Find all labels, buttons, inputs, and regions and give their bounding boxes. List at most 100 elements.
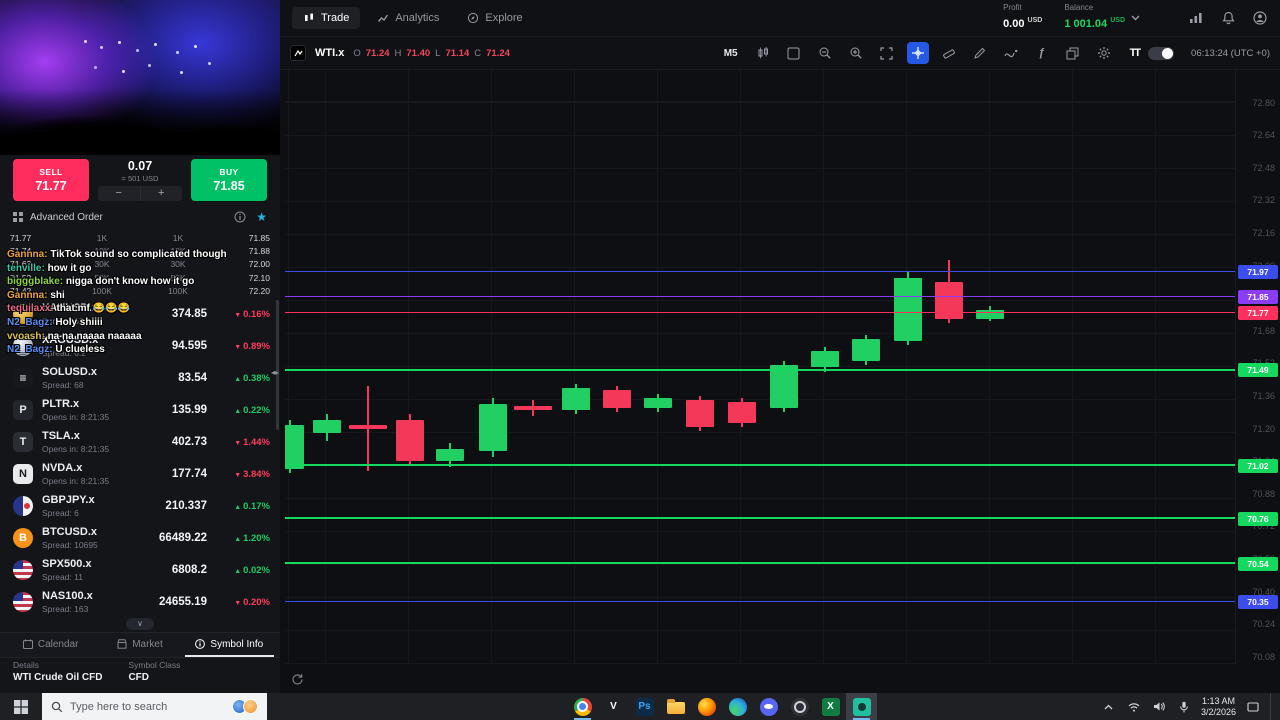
silver-icon xyxy=(13,336,33,356)
watchlist-subtext: Spread: 11 xyxy=(42,571,83,582)
crosshair-tool-icon[interactable] xyxy=(906,42,929,64)
start-button[interactable] xyxy=(0,693,42,720)
camera-icon[interactable] xyxy=(846,693,877,720)
layout-grid-icon[interactable] xyxy=(783,42,805,64)
objects-layers-icon[interactable] xyxy=(1062,42,1084,64)
account-user-icon[interactable] xyxy=(1252,10,1268,26)
curve-tool-icon[interactable] xyxy=(1000,42,1022,64)
watchlist-row[interactable]: XAGUSD.x Spread: 6.2 94.595 ▼ 0.89% xyxy=(0,330,278,362)
chart-canvas[interactable] xyxy=(285,70,1235,665)
candle-body xyxy=(852,338,880,362)
reload-history-icon[interactable] xyxy=(291,673,304,686)
taskbar-search[interactable]: Type here to search xyxy=(42,693,267,720)
balance-selector[interactable]: Balance 1 001.04 USD xyxy=(1064,3,1140,33)
sidebar-scrollbar[interactable] xyxy=(276,300,279,430)
watchlist-row[interactable]: N NVDA.x Opens in: 8:21:35 177.74 ▼ 3.84% xyxy=(0,458,278,490)
dom-row[interactable]: 71.77 1K 1K 71.85 xyxy=(10,231,270,244)
discord-icon[interactable] xyxy=(753,693,784,720)
draw-pencil-icon[interactable] xyxy=(969,42,991,64)
candle-body xyxy=(436,449,464,462)
dom-bid-price: 71.52 xyxy=(10,272,32,283)
taskbar-time: 1:13 AM xyxy=(1201,695,1235,706)
chart-type-candles-icon[interactable] xyxy=(752,42,774,64)
dom-row[interactable]: 71.42 100K 100K 72.20 xyxy=(10,285,270,298)
watchlist-row[interactable]: XAUUSD.x Spread: 62 374.85 ▼ 0.16% xyxy=(0,298,278,330)
watchlist-symbol: SOLUSD.x xyxy=(42,366,98,379)
price-axis[interactable]: 72.8072.6472.4872.3272.1672.0071.8471.68… xyxy=(1235,70,1280,665)
photoshop-icon[interactable]: Ps xyxy=(629,693,660,720)
arrow-up-icon: ▲ xyxy=(234,535,244,543)
watchlist-subtext: Spread: 6.2 xyxy=(42,347,86,358)
settings-gear-icon[interactable] xyxy=(1093,42,1115,64)
info-icon[interactable] xyxy=(234,211,246,223)
watchlist-row[interactable]: ≡ SOLUSD.x Spread: 68 83.54 ▲ 0.38% xyxy=(0,362,278,394)
symbol-info-panel: Details WTI Crude Oil CFD Symbol Class C… xyxy=(13,660,267,683)
connection-signal-icon[interactable] xyxy=(1188,10,1204,26)
symbol-logo-icon[interactable] xyxy=(290,45,306,61)
notifications-bell-icon[interactable] xyxy=(1220,10,1236,26)
volume-icon[interactable] xyxy=(1151,699,1167,715)
taskbar-date: 3/2/2026 xyxy=(1200,706,1236,717)
tab-symbol-info[interactable]: Symbol Info xyxy=(184,633,274,657)
volume-increase-button[interactable]: + xyxy=(141,186,183,201)
price-axis-label: 70.72 xyxy=(1252,521,1275,532)
arrow-up-icon: ▲ xyxy=(234,375,244,383)
microphone-icon[interactable] xyxy=(1176,699,1192,715)
action-center-icon[interactable] xyxy=(1245,699,1261,715)
chevron-down-icon[interactable] xyxy=(1131,15,1140,21)
ruler-icon[interactable] xyxy=(938,42,960,64)
favorite-star-icon[interactable]: ★ xyxy=(256,210,267,224)
tab-explore[interactable]: Explore xyxy=(456,7,533,29)
fullscreen-icon[interactable] xyxy=(876,42,898,64)
panel-resize-handle[interactable]: ◂▸ xyxy=(270,368,279,377)
theme-toggle-switch[interactable] xyxy=(1148,46,1175,60)
tab-analytics-label: Analytics xyxy=(395,12,440,24)
watchlist-price: 402.73 xyxy=(171,436,207,448)
price-axis-badge: 71.49 xyxy=(1238,363,1278,378)
watchlist-subtext: Spread: 6 xyxy=(42,507,79,518)
obs-icon[interactable] xyxy=(784,693,815,720)
dom-row[interactable]: 71.52 50K 50K 72.10 xyxy=(10,271,270,284)
watchlist-change: ▼ 1.44% xyxy=(234,436,270,448)
dom-bid-price: 71.74 xyxy=(10,246,32,257)
tab-calendar[interactable]: Calendar xyxy=(6,633,95,657)
volume-value[interactable]: 0.07 xyxy=(127,159,153,173)
watchlist-row[interactable]: T TSLA.x Opens in: 8:21:35 402.73 ▼ 1.44% xyxy=(0,426,278,458)
indicators-fx-icon[interactable]: ƒ xyxy=(1038,47,1045,59)
tsla-icon: T xyxy=(13,432,33,452)
watchlist-row[interactable]: B BTCUSD.x Spread: 10695 66489.22 ▲ 1.20% xyxy=(0,522,278,554)
buy-button[interactable]: BUY 71.85 xyxy=(191,159,267,201)
volume-decrease-button[interactable]: − xyxy=(98,186,141,201)
chrome-icon[interactable] xyxy=(567,693,598,720)
profit-stat: Profit 0.00 USD xyxy=(1003,3,1042,33)
chart-symbol-name[interactable]: WTI.x xyxy=(315,47,345,59)
watchlist-change: ▼ 0.16% xyxy=(234,308,270,320)
advanced-order-label[interactable]: Advanced Order xyxy=(30,211,103,223)
network-icon[interactable] xyxy=(1126,699,1142,715)
watchlist-row[interactable]: GBPJPY.x Spread: 6 210.337 ▲ 0.17% xyxy=(0,490,278,522)
watchlist-row[interactable]: NAS100.x Spread: 163 24655.19 ▼ 0.20% xyxy=(0,586,278,618)
zoom-out-icon[interactable] xyxy=(814,42,836,64)
profile-avatar-icon-2[interactable] xyxy=(243,699,258,714)
tab-analytics[interactable]: Analytics xyxy=(366,7,450,29)
firefox-icon[interactable] xyxy=(691,693,722,720)
zoom-in-icon[interactable] xyxy=(845,42,867,64)
dom-row[interactable]: 71.74 10K 10K 71.88 xyxy=(10,244,270,257)
dom-row[interactable]: 71.62 30K 30K 72.00 xyxy=(10,258,270,271)
watchlist-scroll-button[interactable]: ∨ xyxy=(126,618,154,630)
candle-body xyxy=(770,365,798,409)
taskbar-clock[interactable]: 1:13 AM 3/2/2026 xyxy=(1201,696,1236,718)
excel-icon[interactable]: X xyxy=(815,693,846,720)
watchlist-row[interactable]: SPX500.x Spread: 11 6808.2 ▲ 0.02% xyxy=(0,554,278,586)
edge-icon[interactable] xyxy=(722,693,753,720)
watchlist-row[interactable]: P PLTR.x Opens in: 8:21:35 135.99 ▲ 0.22% xyxy=(0,394,278,426)
show-desktop-button[interactable] xyxy=(1270,693,1274,720)
timeframe-button[interactable]: M5 xyxy=(723,47,738,59)
tray-chevron-up-icon[interactable] xyxy=(1101,699,1117,715)
watchlist-subtext: Spread: 10695 xyxy=(42,539,98,550)
v-app-icon[interactable]: V xyxy=(598,693,629,720)
tab-market[interactable]: Market xyxy=(95,633,184,657)
sell-button[interactable]: SELL 71.77 xyxy=(13,159,89,201)
file-explorer-icon[interactable] xyxy=(660,693,691,720)
tab-trade[interactable]: Trade xyxy=(292,7,361,29)
